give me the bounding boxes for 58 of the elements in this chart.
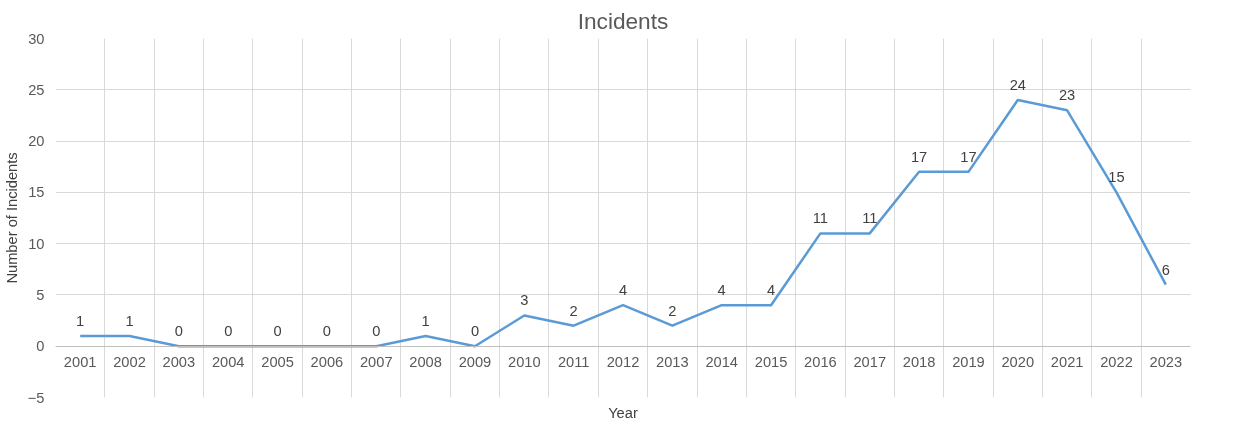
y-tick-label: 5 xyxy=(36,286,45,303)
data-label: 0 xyxy=(273,323,282,340)
x-tick-label: 2019 xyxy=(952,354,985,371)
y-tick-label: 30 xyxy=(28,30,45,47)
data-label: 17 xyxy=(960,148,977,165)
data-label: 15 xyxy=(1108,169,1125,186)
x-tick-label: 2016 xyxy=(804,354,837,371)
x-tick-label: 2002 xyxy=(113,354,146,371)
data-label: 24 xyxy=(1009,77,1026,94)
data-label: 3 xyxy=(520,292,529,309)
x-tick-label: 2008 xyxy=(409,354,442,371)
data-label: 1 xyxy=(421,312,430,329)
x-tick-label: 2010 xyxy=(508,354,541,371)
y-tick-label: 10 xyxy=(28,235,45,252)
line-series xyxy=(78,98,1168,348)
data-label: 0 xyxy=(372,323,381,340)
x-tick-label: 2009 xyxy=(458,354,492,371)
x-tick-label: 2006 xyxy=(310,354,344,371)
data-label: 1 xyxy=(125,312,134,329)
data-label: 4 xyxy=(717,282,726,299)
data-label: 0 xyxy=(322,323,331,340)
data-label: 17 xyxy=(910,148,928,165)
x-tick-label: 2021 xyxy=(1050,354,1084,371)
x-tick-label: 2001 xyxy=(63,354,97,371)
data-label: 11 xyxy=(812,210,828,227)
x-tick-label: 2004 xyxy=(211,354,245,371)
data-label: 11 xyxy=(862,210,878,227)
x-tick-label: 2007 xyxy=(359,354,393,371)
x-tick-label: 2014 xyxy=(705,354,738,371)
x-tick-label: 2005 xyxy=(261,354,294,371)
data-label: 1 xyxy=(76,312,85,329)
y-tick-label: 20 xyxy=(28,133,45,150)
data-label: 6 xyxy=(1161,261,1170,278)
data-label: 23 xyxy=(1058,87,1076,104)
data-label: 2 xyxy=(569,302,578,319)
data-label: 0 xyxy=(470,323,480,340)
x-tick-label: 2018 xyxy=(902,354,936,371)
chart-title: Incidents xyxy=(577,7,669,34)
data-label: 2 xyxy=(668,302,677,319)
data-label: 0 xyxy=(174,323,183,340)
x-tick-label: 2017 xyxy=(853,354,887,371)
data-label: 0 xyxy=(224,323,233,340)
data-label: 4 xyxy=(766,282,776,299)
x-tick-label: 2020 xyxy=(1001,354,1035,371)
x-tick-label: 2013 xyxy=(656,354,689,371)
y-tick-label: 25 xyxy=(28,81,45,98)
x-tick-label: 2003 xyxy=(162,354,196,371)
x-tick-label: 2012 xyxy=(606,354,640,371)
y-tick-label: 0 xyxy=(36,338,45,355)
y-tick-label: −5 xyxy=(27,389,45,406)
y-axis-title: Number of Incidents xyxy=(3,152,20,284)
x-axis-title: Year xyxy=(608,404,638,421)
data-label: 4 xyxy=(618,282,628,299)
y-tick-label: 15 xyxy=(28,184,45,201)
x-tick-label: 2023 xyxy=(1149,354,1183,371)
x-tick-label: 2022 xyxy=(1100,354,1133,371)
x-tick-label: 2015 xyxy=(754,354,788,371)
x-tick-label: 2011 xyxy=(557,354,590,371)
